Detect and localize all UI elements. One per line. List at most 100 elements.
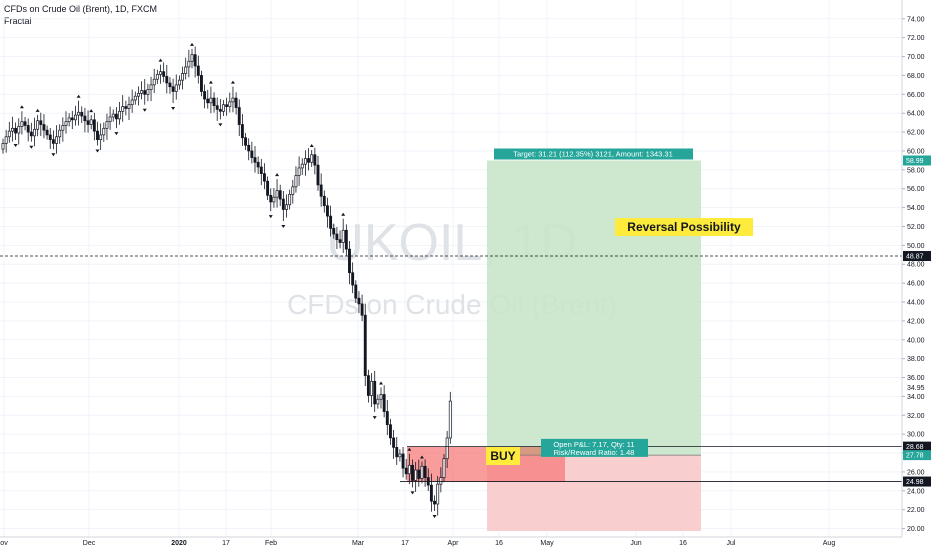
candle-body	[423, 465, 427, 478]
candle-body	[137, 93, 140, 97]
candle-body	[36, 120, 40, 130]
candle-body	[181, 73, 184, 81]
candle-body	[269, 194, 273, 203]
candle-body	[360, 303, 364, 316]
buy-label: BUY	[490, 449, 515, 463]
candle-body	[392, 437, 396, 448]
time-tick-label: Mar	[352, 540, 365, 547]
time-tick-label: 17	[401, 540, 409, 547]
candle-body	[281, 198, 285, 210]
candle-body	[234, 97, 238, 108]
price-tick-label: 48.00	[907, 262, 925, 269]
candle-body	[411, 464, 414, 481]
candle-body	[310, 154, 314, 163]
price-tick-label: 34.00	[907, 394, 925, 401]
candle-body	[222, 104, 225, 112]
candle-body	[86, 120, 90, 125]
fractal-down-marker	[142, 108, 147, 112]
candle-body	[389, 424, 392, 439]
price-tick-label: 60.00	[907, 148, 925, 155]
price-tick-label: 50.00	[907, 243, 925, 250]
candle-body	[225, 104, 229, 107]
price-tick-label: 54.00	[907, 205, 925, 212]
candle-body	[442, 458, 446, 478]
candle-body	[448, 400, 452, 439]
price-tick-label: 30.00	[907, 432, 925, 439]
price-badge-label: 28.68	[906, 444, 924, 451]
fractal-markers	[13, 42, 437, 519]
candle-body	[168, 82, 172, 88]
profit-zone	[487, 160, 701, 456]
candle-body	[429, 484, 433, 502]
price-tick-label: 36.00	[907, 375, 925, 382]
candle-body	[177, 79, 181, 86]
candle-body	[102, 127, 106, 136]
fractal-up-marker	[341, 212, 346, 216]
candle-body	[407, 464, 411, 475]
price-tick-label: 26.00	[907, 469, 925, 476]
candle-body	[1, 143, 5, 150]
candle-body	[351, 272, 355, 286]
candle-body	[14, 127, 18, 134]
time-tick-label: Jul	[727, 540, 736, 547]
candle-body	[357, 297, 361, 305]
price-tick-label: 44.00	[907, 300, 925, 307]
candle-body	[17, 126, 21, 134]
price-axis[interactable]: 20.0022.0024.0026.0028.0030.0032.0034.00…	[901, 0, 931, 537]
reversal-annotation-box	[615, 218, 753, 236]
candle-body	[209, 97, 213, 104]
fractal-down-marker	[95, 149, 100, 153]
candle-body	[417, 469, 421, 479]
fractal-down-marker	[218, 123, 223, 127]
price-tick-label: 58.00	[907, 167, 925, 174]
candle-body	[404, 467, 408, 475]
candle-body	[316, 164, 320, 186]
pnl-label: Open P&L: 7.17, Qty: 11	[553, 440, 634, 449]
price-badge	[903, 441, 931, 452]
candle-body	[445, 437, 449, 460]
price-tick-label: 40.00	[907, 337, 925, 344]
fractal-up-marker	[76, 94, 81, 98]
candle-body	[42, 124, 46, 131]
price-tick-label: 72.00	[907, 35, 925, 42]
fractal-up-marker	[309, 144, 314, 148]
candle-body	[237, 107, 241, 125]
candle-body	[23, 121, 27, 126]
candle-body	[373, 380, 377, 405]
candle-body	[118, 110, 121, 120]
candle-body	[70, 117, 74, 121]
price-badge	[903, 476, 931, 487]
fractal-down-marker	[13, 144, 18, 148]
candle-body	[338, 239, 342, 243]
price-badge	[903, 251, 931, 262]
fractal-up-marker	[19, 105, 24, 109]
time-axis[interactable]: ov Dec 2020 17 Feb Mar 17 Apr 16 May Jun 16 Jul Aug	[0, 536, 902, 547]
buy-label-box	[486, 447, 520, 465]
candle-body	[366, 375, 370, 396]
candle-body	[67, 117, 71, 123]
candle-body	[190, 54, 194, 62]
candle-body	[363, 314, 367, 376]
price-tick-label: 52.00	[907, 224, 925, 231]
price-tick-label: 20.00	[907, 526, 925, 533]
target-label-box	[494, 148, 693, 160]
candle-body	[285, 204, 288, 210]
time-tick-label: May	[540, 540, 554, 547]
candle-body	[7, 130, 11, 138]
price-badge	[903, 450, 931, 461]
candle-body	[294, 175, 298, 188]
candle-body	[121, 106, 125, 112]
candle-body	[99, 134, 103, 140]
candle-body	[143, 90, 147, 95]
candle-body	[439, 477, 443, 485]
candle-body	[4, 136, 8, 144]
candle-body	[58, 129, 62, 138]
fractal-up-marker	[208, 80, 213, 84]
fractal-down-marker	[268, 215, 273, 219]
candle-body	[215, 105, 219, 110]
candle-body	[303, 158, 307, 165]
candle-body	[55, 136, 59, 144]
candle-body	[20, 121, 24, 127]
candle-body	[332, 228, 336, 235]
